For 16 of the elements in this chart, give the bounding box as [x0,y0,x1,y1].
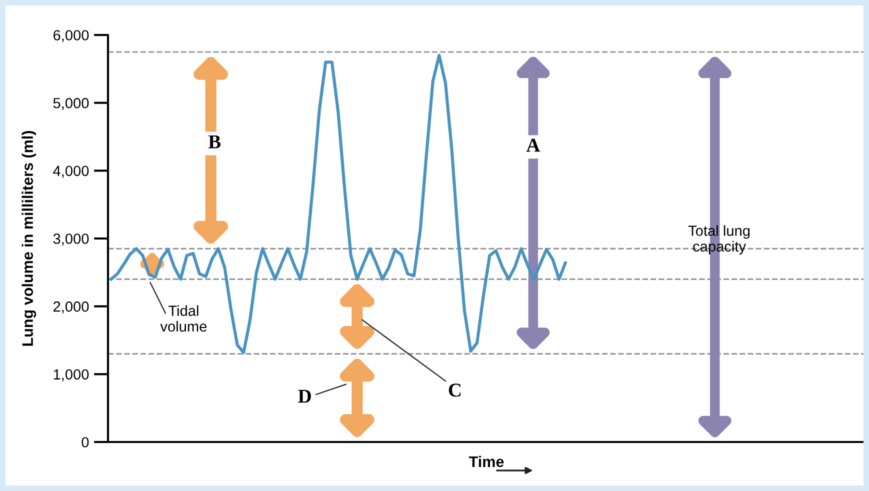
annotation: A [526,138,540,152]
annotation: D [298,390,311,403]
annotation: Tidal volume [160,305,207,332]
y-tick-label: 3,000 [53,234,89,246]
line-series [110,54,567,354]
x-axis-title: Time [468,456,504,468]
y-tick-label: 6,000 [54,30,89,42]
y-axis-title: Lung volume in milliliters (ml) [22,131,36,346]
y-tick-label: 2,000 [53,301,89,314]
y-tick-label: 4,000 [53,166,89,178]
y-tick-label: 5,000 [53,98,89,110]
y-tick-label: 0 [82,437,89,448]
y-tick-label: 1,000 [54,369,89,382]
annotation: C [448,384,460,397]
annotation: Total lung capacity [688,225,750,255]
annotation: B [208,135,221,148]
